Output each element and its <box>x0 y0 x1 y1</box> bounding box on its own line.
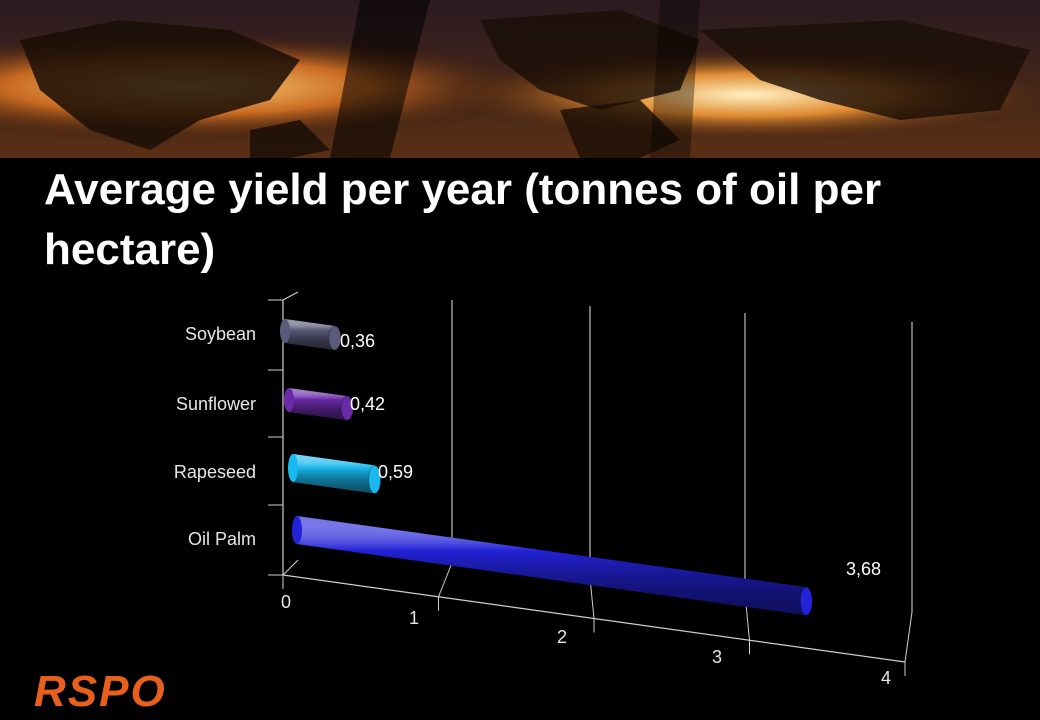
slide-title: Average yield per year (tonnes of oil pe… <box>44 165 882 274</box>
value-label: 0,42 <box>350 394 385 414</box>
floor-gridline <box>438 562 453 597</box>
category-label: Rapeseed <box>174 462 256 482</box>
value-label: 0,59 <box>378 462 413 482</box>
world-map-image <box>0 0 1040 158</box>
floor-left-edge <box>282 559 299 576</box>
bar-end-cap <box>340 395 354 421</box>
bar-start-cap <box>284 388 294 412</box>
bar-shading <box>289 388 348 421</box>
bar-shading <box>297 516 807 616</box>
category-label: Sunflower <box>176 394 256 414</box>
bar-oil-palm <box>292 516 813 616</box>
bar-soybean <box>280 319 342 351</box>
y-axis-top-edge <box>282 291 299 301</box>
x-tick-label: 2 <box>557 627 567 647</box>
x-tick-label: 1 <box>409 608 419 628</box>
floor-gridline <box>904 611 913 663</box>
world-map-banner <box>0 0 1040 158</box>
bar-rapeseed <box>288 454 382 494</box>
bar-shading <box>293 454 375 494</box>
x-tick-label: 3 <box>712 647 722 667</box>
bar-end-cap <box>799 586 813 616</box>
value-label: 0,36 <box>340 331 375 351</box>
bar-sunflower <box>284 388 354 421</box>
x-tick-label: 4 <box>881 668 891 688</box>
x-tick-label: 0 <box>281 592 291 612</box>
chart-grid <box>268 291 913 676</box>
bar-start-cap <box>280 319 290 343</box>
value-label: 3,68 <box>846 559 881 579</box>
bar-end-cap <box>368 464 382 494</box>
category-label: Oil Palm <box>188 529 256 549</box>
bar-start-cap <box>292 516 302 544</box>
category-label: Soybean <box>185 324 256 344</box>
chart-labels: 0 1 2 3 4 Soybean Sunflower Rapeseed Oil Palm 0,3… <box>174 324 891 688</box>
chart-bars <box>280 319 813 616</box>
bar-end-cap <box>328 325 342 351</box>
bar-shading <box>285 319 335 350</box>
bar-start-cap <box>288 454 298 482</box>
rspo-logo: RSPO <box>34 667 167 716</box>
